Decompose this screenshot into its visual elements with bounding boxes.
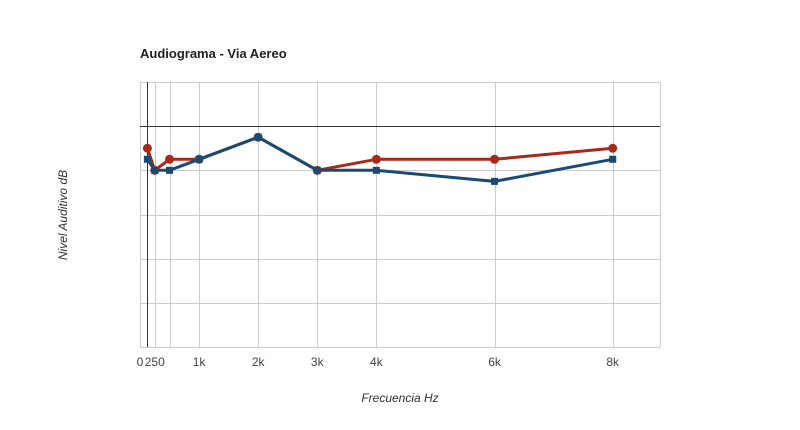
x-tick-label: 0	[137, 355, 144, 369]
data-point	[165, 154, 175, 164]
x-tick-label: 2k	[252, 355, 266, 369]
data-point	[166, 166, 174, 174]
x-tick-label: 3k	[311, 355, 325, 369]
axes	[140, 82, 660, 347]
data-point	[143, 155, 151, 163]
chart-title: Audiograma - Via Aereo	[140, 46, 287, 61]
y-axis-label: Nivel Auditivo dB	[56, 170, 70, 260]
grid	[140, 82, 661, 348]
data-point	[608, 143, 618, 153]
data-point	[490, 154, 500, 164]
x-tick-label: 4k	[370, 355, 384, 369]
series-2	[143, 133, 617, 185]
data-point	[151, 166, 159, 174]
x-tick-label: 6k	[488, 355, 502, 369]
data-point	[372, 166, 380, 174]
x-axis-label: Frecuencia Hz	[361, 391, 438, 405]
x-tick-label: 1k	[193, 355, 207, 369]
x-tick-label: 8k	[606, 355, 620, 369]
x-tick-labels: 0 250 1k 2k 3k 4k 6k 8k	[137, 355, 620, 369]
data-point	[142, 143, 152, 153]
series-lines	[142, 132, 618, 185]
data-point	[313, 166, 321, 174]
data-point	[195, 155, 203, 163]
x-tick-label: 250	[145, 355, 165, 369]
data-point	[254, 133, 262, 141]
data-point	[609, 155, 617, 163]
data-point	[371, 154, 381, 164]
data-point	[491, 177, 499, 185]
